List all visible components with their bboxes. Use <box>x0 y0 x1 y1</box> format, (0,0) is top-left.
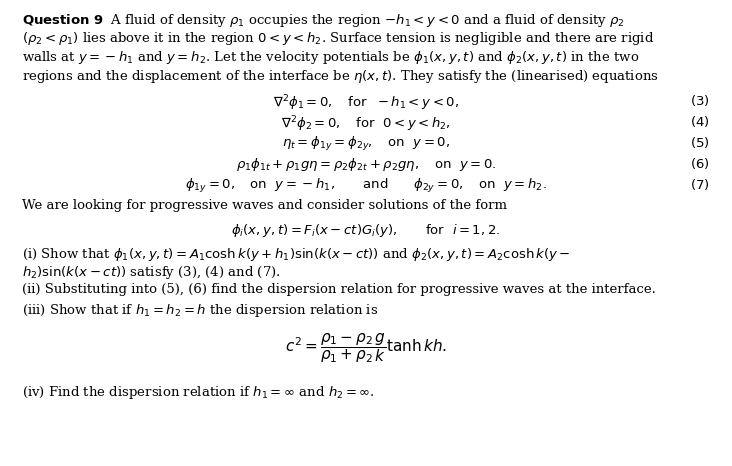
Text: $\phi_{1y} = 0, \quad \mathrm{on}\ \ y = -h_1, \qquad \mathrm{and} \qquad \phi_{: $\phi_{1y} = 0, \quad \mathrm{on}\ \ y =… <box>185 177 547 195</box>
Text: $(3)$: $(3)$ <box>690 93 710 108</box>
Text: We are looking for progressive waves and consider solutions of the form: We are looking for progressive waves and… <box>22 199 507 212</box>
Text: $c^2 = \dfrac{\rho_1 - \rho_2}{\rho_1 + \rho_2}\dfrac{g}{k} \tanh kh.$: $c^2 = \dfrac{\rho_1 - \rho_2}{\rho_1 + … <box>285 331 447 364</box>
Text: $(6)$: $(6)$ <box>690 156 710 171</box>
Text: (iii) Show that if $h_1 = h_2 = h$ the dispersion relation is: (iii) Show that if $h_1 = h_2 = h$ the d… <box>22 302 378 318</box>
Text: $\phi_i(x, y, t) = F_i(x - ct)G_i(y), \qquad \mathrm{for}\ \ i = 1, 2.$: $\phi_i(x, y, t) = F_i(x - ct)G_i(y), \q… <box>231 222 501 239</box>
Text: (iv) Find the dispersion relation if $h_1 = \infty$ and $h_2 = \infty$.: (iv) Find the dispersion relation if $h_… <box>22 384 375 401</box>
Text: (i) Show that $\phi_1(x, y, t) = A_1 \cosh k(y + h_1) \sin(k(x - ct))$ and $\phi: (i) Show that $\phi_1(x, y, t) = A_1 \co… <box>22 246 570 262</box>
Text: walls at $y = -h_1$ and $y = h_2$. Let the velocity potentials be $\phi_1(x, y, : walls at $y = -h_1$ and $y = h_2$. Let t… <box>22 49 639 66</box>
Text: $(5)$: $(5)$ <box>690 135 710 150</box>
Text: regions and the displacement of the interface be $\eta(x, t)$. They satisfy the : regions and the displacement of the inte… <box>22 68 659 84</box>
Text: $\nabla^2\phi_1 = 0, \quad \mathrm{for}\ \ -h_1 < y < 0,$: $\nabla^2\phi_1 = 0, \quad \mathrm{for}\… <box>273 93 459 113</box>
Text: $(\rho_2 < \rho_1)$ lies above it in the region $0 < y < h_2$. Surface tension i: $(\rho_2 < \rho_1)$ lies above it in the… <box>22 30 654 47</box>
Text: $(4)$: $(4)$ <box>690 114 710 129</box>
Text: $\rho_1\phi_{1t} + \rho_1 g\eta = \rho_2\phi_{2t} + \rho_2 g\eta, \quad \mathrm{: $\rho_1\phi_{1t} + \rho_1 g\eta = \rho_2… <box>236 156 496 173</box>
Text: (ii) Substituting into (5), (6) find the dispersion relation for progressive wav: (ii) Substituting into (5), (6) find the… <box>22 283 656 296</box>
Text: $h_2) \sin(k(x - ct))$ satisfy (3), (4) and (7).: $h_2) \sin(k(x - ct))$ satisfy (3), (4) … <box>22 264 280 281</box>
Text: $\eta_t = \phi_{1y} = \phi_{2y}, \quad \mathrm{on}\ \ y = 0,$: $\eta_t = \phi_{1y} = \phi_{2y}, \quad \… <box>282 135 450 153</box>
Text: $(7)$: $(7)$ <box>690 177 710 192</box>
Text: $\nabla^2\phi_2 = 0, \quad \mathrm{for}\ \ 0 < y < h_2,$: $\nabla^2\phi_2 = 0, \quad \mathrm{for}\… <box>281 114 451 134</box>
Text: $\mathbf{Question\ 9}$  A fluid of density $\rho_1$ occupies the region $-h_1 < : $\mathbf{Question\ 9}$ A fluid of densit… <box>22 12 624 28</box>
